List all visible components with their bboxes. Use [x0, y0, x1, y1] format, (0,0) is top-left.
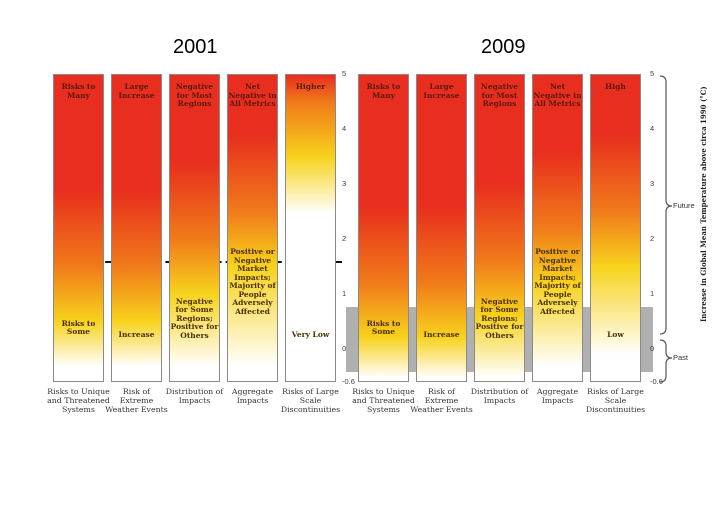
y-tick-label: 0 [650, 344, 655, 353]
bar-category-label: Aggregate Impacts [536, 387, 579, 405]
y-tick-label: 1 [650, 289, 655, 298]
bar-mid-label: Negative for Some Regions; Positive for … [170, 296, 219, 340]
y-tick-label: 3 [650, 179, 655, 188]
bar-category-label: Distribution of Impacts [165, 387, 224, 405]
bar-low-label: Risks to Some [61, 318, 96, 337]
bar-top-label: Risks to Many [366, 82, 401, 100]
y-tick-label: 5 [342, 69, 347, 78]
year-2001-label: 2001 [173, 36, 218, 58]
bar-column: Negative for Most Regions Negative for So… [169, 74, 220, 382]
bar-top-label: Risks to Many [61, 82, 96, 100]
future-bracket [659, 75, 673, 335]
y-tick-label: 4 [650, 124, 655, 133]
bar-category-label: Risks to Unique and Threatened Systems [47, 387, 110, 414]
bar-category-label: Risks to Unique and Threatened Systems [352, 387, 415, 414]
y-tick-label: 0 [342, 344, 347, 353]
bar-column: Risks to Many Risks to Some [358, 74, 409, 382]
y-tick-label: 5 [650, 69, 655, 78]
past-bracket [659, 339, 673, 383]
bar-column: High Low [590, 74, 641, 382]
year-2009-label: 2009 [481, 36, 526, 58]
bar-top-label: Large Increase [118, 82, 155, 100]
y-axis-label: Increase in Global Mean Temperature abov… [699, 86, 708, 322]
bar-low-label: Increase [423, 329, 460, 339]
bar-category-label: Risk of Extreme Weather Events [105, 387, 168, 414]
bar-top-label: Net Negative in All Metrics [533, 82, 582, 108]
bar-column: Net Negative in All Metrics Positive or N… [227, 74, 278, 382]
bar-low-label: Low [607, 329, 624, 339]
bar-column: Higher Very Low [285, 74, 336, 382]
bar-column: Negative for Most Regions Negative for So… [474, 74, 525, 382]
bar-category-label: Aggregate Impacts [231, 387, 274, 405]
y-tick-label: -0.6 [650, 377, 663, 386]
bar-top-label: Net Negative in All Metrics [228, 82, 277, 108]
bar-top-label: Large Increase [423, 82, 460, 100]
bar-column: Risks to Many Risks to Some [53, 74, 104, 382]
bar-category-label: Risks of Large Scale Discontinuities [585, 387, 646, 414]
bar-category-label: Risk of Extreme Weather Events [410, 387, 473, 414]
bar-low-label: Increase [118, 329, 155, 339]
bar-category-label: Risks of Large Scale Discontinuities [280, 387, 341, 414]
bar-low-label: Risks to Some [366, 318, 401, 337]
bar-low-label: Very Low [291, 329, 330, 339]
y-tick-label: 3 [342, 179, 347, 188]
bar-category-label: Distribution of Impacts [470, 387, 529, 405]
bar-column: Large Increase Increase [111, 74, 162, 382]
bar-mid-label: Positive or Negative Market Impacts; Maj… [229, 247, 276, 316]
future-label: Future [673, 201, 695, 210]
bar-top-label: High [605, 82, 626, 91]
y-tick-label: 2 [342, 234, 347, 243]
bar-column: Net Negative in All Metrics Positive or N… [532, 74, 583, 382]
y-tick-label: 2 [650, 234, 655, 243]
bar-top-label: Higher [295, 82, 326, 91]
bar-mid-label: Negative for Some Regions; Positive for … [475, 296, 524, 340]
y-tick-label: -0.6 [342, 377, 355, 386]
bar-top-label: Negative for Most Regions [480, 82, 519, 108]
past-label: Past [673, 353, 689, 362]
y-tick-label: 4 [342, 124, 347, 133]
bar-column: Large Increase Increase [416, 74, 467, 382]
bar-top-label: Negative for Most Regions [175, 82, 214, 108]
y-tick-label: 1 [342, 289, 347, 298]
bar-mid-label: Positive or Negative Market Impacts; Maj… [534, 247, 581, 316]
